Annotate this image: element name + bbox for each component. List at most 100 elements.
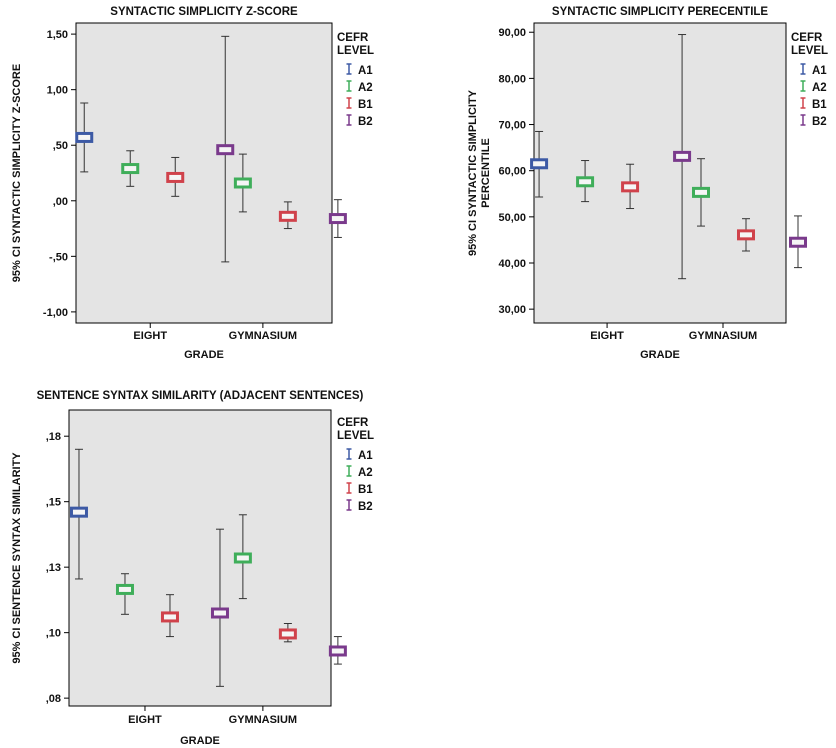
x-tick-label: GYMNASIUM [229,330,297,342]
error-bar-a1 [530,130,549,198]
plot-area [75,22,333,324]
y-tick-label: 50,00 [498,212,526,224]
x-axis-label: GRADE [640,349,680,361]
error-bar-a2 [233,514,252,600]
legend-item-b2: B2 [358,116,373,128]
mean-marker [789,236,807,248]
mean-marker [278,210,297,222]
mean-marker [160,611,179,623]
mean-marker [166,171,185,183]
mean-marker [233,177,252,189]
legend-item-a1: A1 [812,65,827,77]
mean-marker [216,144,235,156]
mean-marker [75,131,94,143]
y-axis-label: 95% CI SYNTACTIC SIMPLICITY [467,89,479,256]
x-axis-label: GRADE [180,735,220,747]
mean-marker [121,163,140,175]
y-tick-label: ,08 [46,693,61,705]
legend-item-b1: B1 [358,99,373,111]
error-bar-b1 [160,594,179,638]
y-tick-label: ,15 [46,497,61,509]
chart-title: SYNTACTIC SIMPLICITY PERECENTILE [552,6,769,18]
mean-marker [69,506,88,518]
y-tick-label: 70,00 [498,120,526,132]
y-tick-label: 60,00 [498,166,526,178]
y-tick-label: 30,00 [498,304,526,316]
mean-marker [328,645,347,657]
legend-item-b2: B2 [358,501,373,513]
y-tick-label: ,50 [53,140,68,152]
y-tick-label: 80,00 [498,73,526,85]
mean-marker [576,176,595,188]
x-tick-label: GYMNASIUM [229,714,297,726]
legend-item-b2: B2 [812,116,827,128]
error-bar-a2 [692,158,710,227]
legend-item-a2: A2 [358,467,373,479]
y-tick-label: ,13 [46,562,61,574]
mean-marker [530,158,549,170]
chart-1: SYNTACTIC SIMPLICITY Z-SCORE -1,00 -,50 ,00… [11,6,374,361]
x-axis-label: GRADE [184,349,224,361]
mean-marker [621,181,640,193]
error-bar-a2 [233,153,252,213]
error-bar-b2 [789,215,807,269]
legend-item-b1: B1 [358,484,373,496]
chart-title: SYNTACTIC SIMPLICITY Z-SCORE [110,6,298,18]
y-axis-label: PERCENTILE [480,138,492,208]
error-bar-b1 [621,163,640,210]
error-bar-b2 [210,528,229,687]
legend-title: CEFR [337,417,369,429]
error-bar-b1 [278,201,297,230]
error-bar-b2 [328,199,347,238]
x-tick-label: EIGHT [590,330,624,342]
legend-title: CEFR [337,32,369,44]
mean-marker [673,150,692,162]
x-tick-label: EIGHT [128,714,162,726]
error-bar-a2 [576,160,595,203]
error-bar-b2 [216,35,235,263]
mean-marker [692,186,710,198]
error-bar-b1 [166,156,185,197]
legend-item-a1: A1 [358,450,373,462]
mean-marker [328,213,347,225]
y-tick-label: ,18 [46,431,61,443]
chart-3: SENTENCE SYNTAX SIMILARITY (ADJACENT SEN… [11,390,374,747]
legend-title: CEFR [791,32,823,44]
error-bar-a1 [69,448,88,580]
error-bar-a1 [75,102,94,173]
error-bar-b2 [328,636,347,665]
plot-area [68,409,332,707]
legend-item-a2: A2 [812,82,827,94]
y-axis-label: 95% CI SENTENCE SYNTAX SIMILARITY [11,452,23,664]
mean-marker [233,552,252,564]
legend-item-a1: A1 [358,65,373,77]
mean-marker [115,583,134,595]
legend-title: LEVEL [337,45,374,57]
y-tick-label: 1,00 [47,85,68,97]
chart-title: SENTENCE SYNTAX SIMILARITY (ADJACENT SEN… [37,390,364,402]
y-tick-label: -,50 [49,251,68,263]
mean-marker [737,229,755,241]
x-tick-label: GYMNASIUM [689,330,757,342]
y-tick-label: ,00 [53,196,68,208]
chart-2: SYNTACTIC SIMPLICITY PERECENTILE 30,00 40,… [467,6,828,361]
x-tick-label: EIGHT [133,330,167,342]
error-bar-a2 [115,573,134,615]
y-tick-label: 1,50 [47,29,68,41]
legend-title: LEVEL [337,430,374,442]
error-bar-b1 [737,218,755,252]
y-tick-label: 40,00 [498,258,526,270]
legend-title: LEVEL [791,45,828,57]
error-bar-b2 [673,34,692,280]
mean-marker [210,607,229,619]
plot-area [533,22,787,324]
y-tick-label: 90,00 [498,27,526,39]
y-tick-label: ,10 [46,628,61,640]
mean-marker [278,628,297,640]
y-tick-label: -1,00 [43,307,68,319]
error-bar-b1 [278,622,297,643]
